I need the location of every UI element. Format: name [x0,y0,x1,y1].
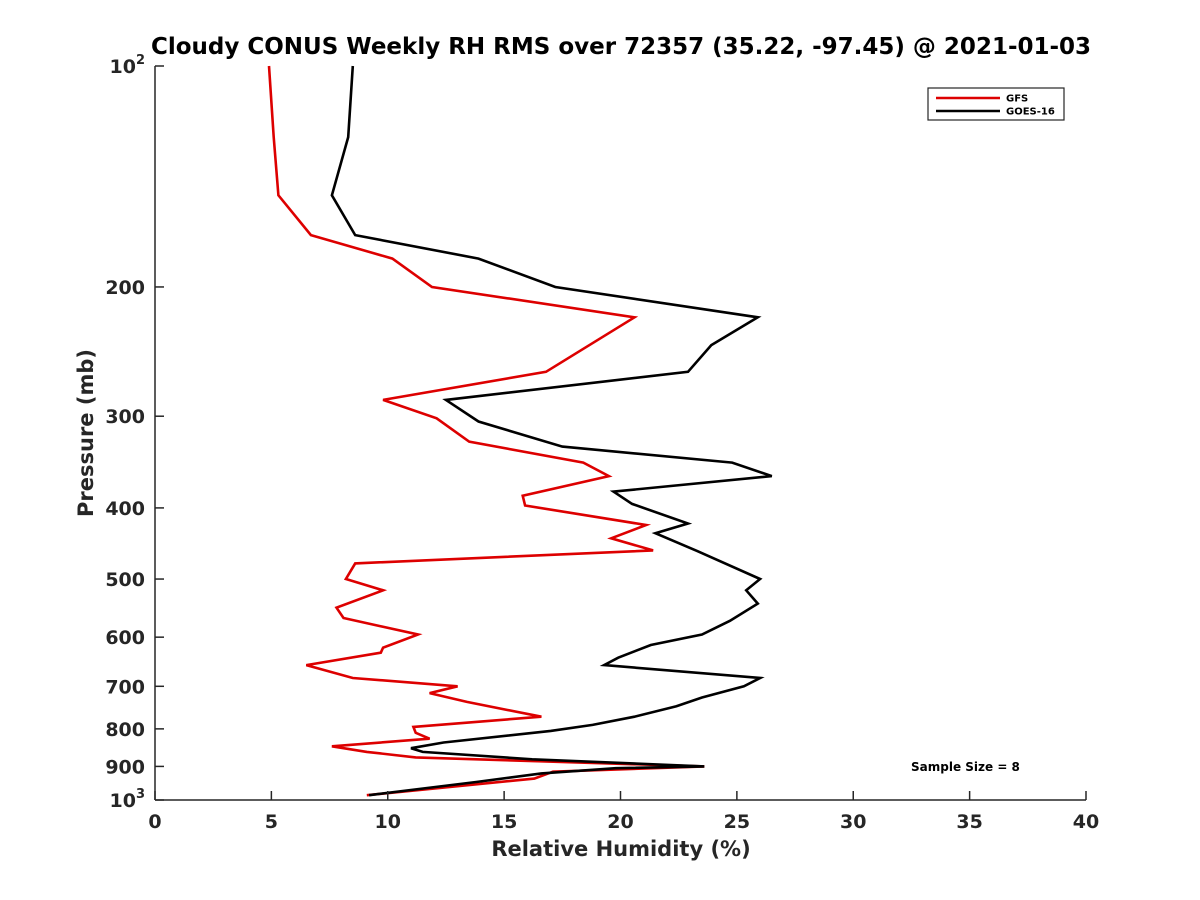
x-tick-label: 30 [840,811,866,833]
legend-label-gfs: GFS [1006,94,1028,105]
y-tick-labels: 102 200 300 400 500 600 700 800 900 103 [105,53,164,812]
legend-box [927,87,1065,121]
x-tick-label: 35 [956,811,982,833]
series-line-goes16 [330,65,773,797]
x-tick-label: 15 [491,811,517,833]
y-tick-label: 400 [105,498,145,520]
x-tick-labels: 0 5 10 15 20 25 30 35 40 [148,791,1099,833]
x-tick-label: 40 [1073,811,1099,833]
chart-title: Cloudy CONUS Weekly RH RMS over 72357 (3… [151,34,1091,60]
series-lines [267,65,773,797]
y-tick-label: 300 [105,406,145,428]
x-axis-label: Relative Humidity (%) [491,837,750,861]
legend: GFS GOES-16 [927,87,1065,121]
legend-label-goes16: GOES-16 [1006,107,1055,118]
axes [154,66,1086,801]
y-tick-label: 800 [105,719,145,741]
x-tick-label: 0 [148,811,161,833]
y-tick-label: 103 [110,787,146,812]
y-axis-label: Pressure (mb) [74,349,98,517]
y-tick-label: 102 [110,53,146,78]
series-line-gfs [267,65,705,797]
y-tick-label: 200 [105,277,145,299]
y-tick-label: 700 [105,676,145,698]
sample-size-annotation: Sample Size = 8 [911,760,1020,774]
y-tick-label: 500 [105,569,145,591]
x-tick-label: 5 [265,811,278,833]
y-tick-label: 600 [105,627,145,649]
y-tick-label: 900 [105,756,145,778]
x-tick-label: 25 [724,811,750,833]
x-tick-label: 20 [607,811,633,833]
x-tick-label: 10 [375,811,401,833]
